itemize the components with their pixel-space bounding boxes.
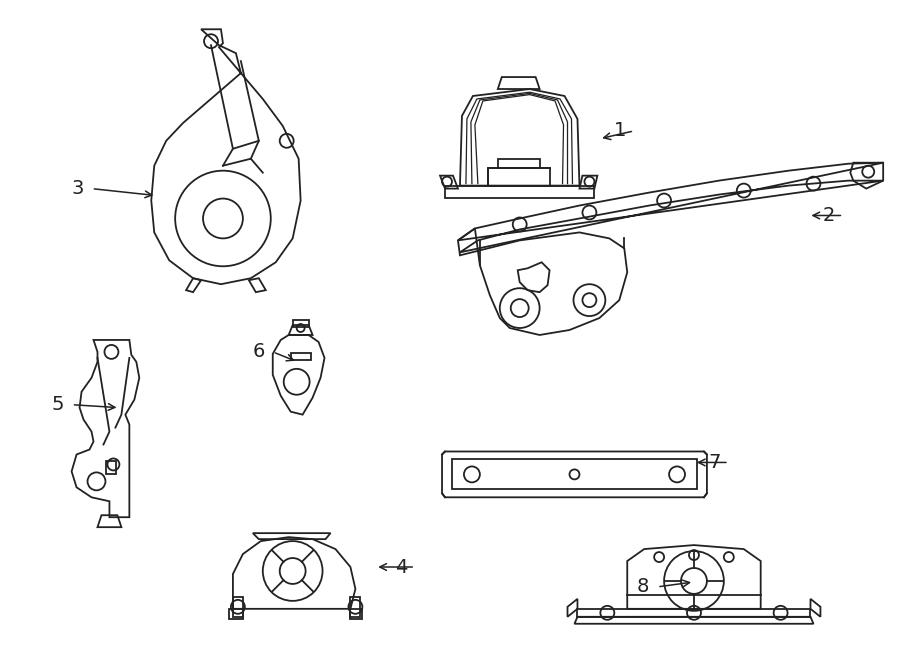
Text: 8: 8 bbox=[637, 578, 649, 596]
Text: 2: 2 bbox=[823, 206, 835, 225]
Text: 5: 5 bbox=[51, 395, 64, 414]
Text: 7: 7 bbox=[708, 453, 721, 472]
Text: 4: 4 bbox=[395, 557, 407, 576]
Text: 6: 6 bbox=[252, 342, 265, 362]
Text: 1: 1 bbox=[614, 122, 626, 140]
Text: 3: 3 bbox=[71, 179, 84, 198]
